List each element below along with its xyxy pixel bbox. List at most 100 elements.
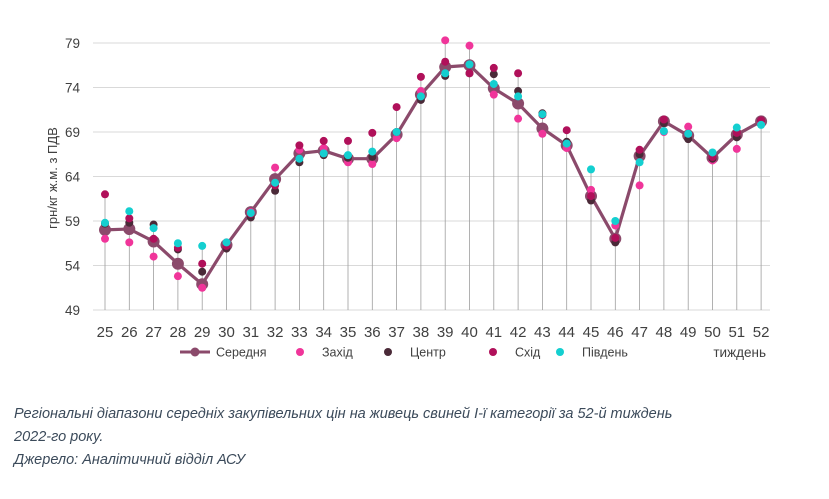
point-series-3 — [344, 136, 352, 145]
point-series-3 — [562, 126, 571, 135]
x-tick-label: 36 — [364, 324, 381, 341]
x-tick-label: 27 — [145, 324, 162, 341]
point-series-3 — [489, 63, 498, 72]
x-tick-label: 52 — [753, 324, 770, 341]
x-tick-label: 25 — [97, 324, 114, 341]
point-series-4 — [538, 110, 547, 119]
point-series-4 — [222, 238, 231, 247]
point-series-0 — [512, 97, 525, 110]
y-tick-label: 59 — [65, 214, 80, 229]
point-series-4 — [392, 128, 401, 136]
point-series-4 — [416, 92, 425, 101]
point-series-2 — [489, 70, 498, 79]
point-series-1 — [684, 122, 693, 131]
x-tick-label: 26 — [121, 324, 138, 341]
legend-label: Схід — [515, 346, 541, 360]
x-tick-label: 34 — [315, 324, 332, 341]
x-tick-label: 35 — [340, 324, 357, 341]
point-series-1 — [173, 272, 182, 281]
point-series-4 — [611, 217, 620, 225]
chart-caption: Регіональні діапазони середніх закупівел… — [14, 403, 814, 472]
x-axis-ticks: 25 26 27 28 29 30 31 32 33 34 35 36 37 38 39 40 41 42 43 44… — [97, 324, 770, 341]
x-tick-label: 51 — [728, 324, 745, 341]
point-series-4 — [149, 224, 158, 233]
x-tick-label: 45 — [583, 324, 600, 341]
point-series-3 — [514, 69, 523, 78]
point-series-3 — [635, 145, 644, 154]
x-tick-label: 38 — [413, 324, 430, 341]
legend-swatch-marker — [556, 348, 564, 356]
legend-swatch-marker — [296, 348, 304, 356]
point-series-4 — [757, 120, 766, 129]
legend-swatch-marker — [190, 347, 200, 357]
x-tick-label: 32 — [267, 324, 284, 341]
point-series-4 — [198, 241, 207, 250]
point-series-0 — [99, 223, 111, 236]
point-series-4 — [514, 92, 523, 101]
point-series-3 — [319, 136, 328, 145]
x-tick-label: 43 — [534, 324, 551, 341]
legend-swatch-marker — [384, 348, 392, 356]
legend-label: Центр — [410, 346, 446, 360]
point-series-1 — [635, 181, 644, 190]
x-tick-label: 46 — [607, 324, 624, 341]
point-series-1 — [587, 185, 595, 194]
point-series-3 — [416, 72, 425, 81]
x-tick-label: 44 — [558, 324, 575, 341]
point-series-1 — [101, 234, 109, 243]
point-series-3 — [368, 128, 377, 137]
point-series-3 — [659, 115, 668, 124]
series-points — [99, 36, 768, 292]
legend-swatch-marker — [489, 348, 497, 356]
x-tick-label: 47 — [631, 324, 648, 341]
point-series-1 — [198, 283, 207, 292]
x-tick-label: 30 — [218, 324, 235, 341]
week-drop-lines — [104, 40, 762, 310]
price-chart: 49 54 59 64 69 74 79 25 26 27 28 29 30 31 32 33 34 35 36 3… — [45, 36, 770, 360]
point-series-1 — [514, 114, 523, 123]
x-tick-label: 37 — [388, 324, 405, 341]
point-series-4 — [125, 207, 134, 216]
point-series-4 — [562, 139, 571, 148]
series-lines — [104, 63, 762, 286]
point-series-1 — [441, 36, 450, 45]
point-series-1 — [149, 252, 158, 261]
point-series-1 — [368, 160, 377, 169]
point-series-1 — [465, 41, 474, 50]
point-series-4 — [465, 60, 474, 69]
point-series-4 — [659, 127, 668, 136]
y-tick-label: 64 — [65, 170, 81, 185]
y-tick-label: 49 — [65, 303, 80, 318]
point-series-3 — [149, 234, 158, 243]
point-series-1 — [271, 163, 280, 172]
caption-line-2: 2022-го року. — [14, 429, 104, 445]
point-series-3 — [587, 192, 595, 201]
point-series-1 — [538, 129, 547, 138]
y-tick-label: 74 — [65, 81, 81, 96]
point-series-4 — [344, 151, 352, 160]
point-series-4 — [489, 79, 498, 88]
point-series-4 — [319, 149, 328, 158]
point-series-4 — [684, 129, 693, 138]
point-series-3 — [295, 141, 304, 150]
point-series-4 — [101, 218, 109, 227]
x-tick-label: 33 — [291, 324, 308, 341]
legend: Середня Захід Центр Схід Південь — [180, 346, 628, 360]
legend-label: Південь — [582, 346, 628, 360]
point-series-3 — [465, 69, 474, 78]
y-tick-label: 54 — [65, 259, 81, 274]
point-series-4 — [441, 69, 450, 78]
x-tick-label: 50 — [704, 324, 721, 341]
caption-source: Джерело: Аналітичний відділ АСУ — [14, 452, 245, 468]
x-tick-label: 40 — [461, 324, 478, 341]
y-axis-label: грн/кг ж.м. з ПДВ — [45, 127, 60, 229]
point-series-3 — [125, 214, 134, 223]
gridlines — [93, 42, 770, 311]
x-tick-label: 41 — [485, 324, 502, 341]
x-tick-label: 39 — [437, 324, 454, 341]
x-tick-label: 29 — [194, 324, 211, 341]
x-tick-label: 28 — [170, 324, 187, 341]
point-series-3 — [611, 233, 620, 242]
point-series-4 — [271, 178, 280, 187]
point-series-0 — [171, 257, 184, 270]
